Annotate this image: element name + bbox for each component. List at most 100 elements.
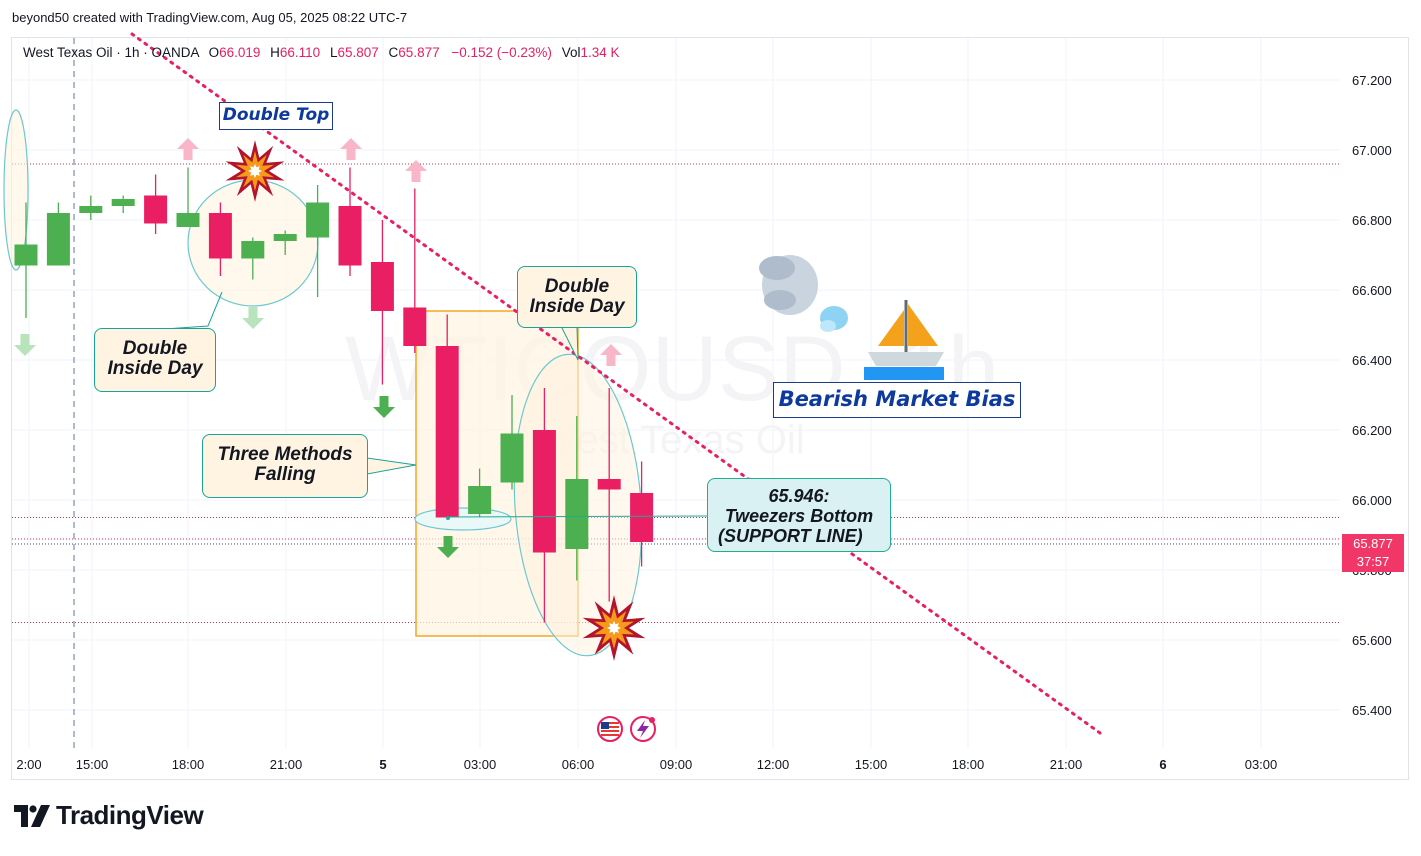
y-tick-label: 65.400 [1352,703,1392,718]
legend-open-label: O [208,45,220,60]
wind-puff [820,320,836,332]
x-tick-label: 21:00 [270,757,303,772]
up-arrow-icon [340,138,362,160]
legend-symbol: West Texas Oil · 1h · OANDA [23,45,199,60]
events-icons [597,716,656,742]
legend-vol-value: 1.34 K [580,45,620,60]
x-axis: 2:00 15:00 18:00 21:00 5 03:00 06:00 09:00 12:00… [16,757,1277,772]
bearish-bias-label[interactable]: Bearish Market Bias [773,382,1021,418]
note-line: Double [122,338,188,359]
last-price-tag: 65.877 37:57 [1342,534,1404,572]
wind-face-icon [759,255,848,332]
x-tick-label: 21:00 [1050,757,1083,772]
candle-body [241,241,265,259]
legend-high-value: 66.110 [279,45,321,60]
flag-stripe [601,734,619,736]
candle-body [403,307,427,346]
down-arrow-icon [242,307,264,329]
sail [878,310,904,346]
hull [868,352,944,366]
x-tick-label: 6 [1159,757,1166,772]
note-line: (SUPPORT LINE) [718,526,863,546]
explosion-icon [248,164,262,178]
double-top-label[interactable]: Double Top [219,102,333,130]
partial-ellipse [3,109,29,271]
sail [908,304,938,346]
callout-pointer [561,327,579,361]
y-tick-label: 66.000 [1352,493,1392,508]
x-tick-label: 03:00 [464,757,497,772]
flag-stripe [601,730,619,732]
notification-dot [649,717,655,723]
x-tick-label: 18:00 [952,757,985,772]
lightning-icon [637,720,649,738]
y-tick-label: 66.400 [1352,353,1392,368]
candle-body [597,479,621,490]
flag-canton [601,722,609,729]
candle-body [630,493,654,542]
candle-body [273,234,297,241]
note-line: 65.946: [768,486,830,506]
double-inside-day-left-note[interactable]: Double Inside Day [94,328,216,392]
x-tick-label: 18:00 [172,757,205,772]
y-tick-label: 66.200 [1352,423,1392,438]
candle-body [338,206,362,266]
down-arrow-icon [373,396,395,418]
legend-low-label: L [329,45,338,60]
x-tick-label: 15:00 [855,757,888,772]
x-tick-label: 12:00 [757,757,790,772]
tweezers-anchor [446,516,450,520]
candle-body [144,195,168,224]
callout-pointer [366,457,417,475]
tradingview-logo[interactable]: TradingView [14,800,204,831]
water [864,367,944,380]
up-arrow-icon [177,138,199,160]
explosion-icon [607,621,621,635]
candle-body [500,433,524,483]
tweezers-connector [447,515,708,518]
sailboat-icon [864,300,944,380]
three-methods-note[interactable]: Three Methods Falling [202,434,368,498]
wind-face-part [764,290,796,310]
legend-low-value: 65.807 [337,45,379,60]
x-tick-label: 5 [379,757,386,772]
legend-change: −0.152 (−0.23%) [451,45,552,60]
chart-panel[interactable] [11,37,1409,780]
candle-body [208,213,232,259]
countdown: 37:57 [1356,554,1390,569]
candle-body [370,262,394,311]
x-tick-label: 15:00 [76,757,109,772]
y-tick-label: 67.000 [1352,143,1392,158]
legend-close-value: 65.877 [398,45,440,60]
candle-body [532,430,556,553]
callout-pointer [149,291,223,331]
note-line: Inside Day [529,296,625,317]
y-tick-label: 66.800 [1352,213,1392,228]
candle-body [565,479,589,549]
note-line: Inside Day [107,358,203,379]
candle-body [79,206,103,213]
last-price: 65.877 [1353,536,1393,551]
wind-face-part [759,256,795,280]
x-tick-label: 06:00 [562,757,595,772]
flag-stripe [601,726,619,728]
tweezers-bottom-note[interactable]: 65.946: Tweezers Bottom (SUPPORT LINE) [707,478,891,552]
candle-body [111,199,135,206]
candle-body [14,244,38,266]
brand-name: TradingView [56,800,204,830]
legend-vol-label: Vol [561,45,581,60]
candle-body [176,213,200,227]
legend: West Texas Oil · 1h · OANDA O66.019 H66.… [23,45,620,60]
x-tick-label: 09:00 [660,757,693,772]
up-arrow-icon [405,160,427,182]
note-line: Tweezers Bottom [724,506,874,526]
y-axis: 65.40065.60065.80066.00066.20066.40066.6… [1352,73,1392,718]
candle-body [468,486,492,514]
double-inside-day-right-note[interactable]: Double Inside Day [517,266,637,328]
note-line: Double [544,276,610,297]
down-arrow-icon [437,536,459,558]
note-line: Falling [254,464,316,485]
candle-body [46,213,70,266]
y-tick-label: 66.600 [1352,283,1392,298]
